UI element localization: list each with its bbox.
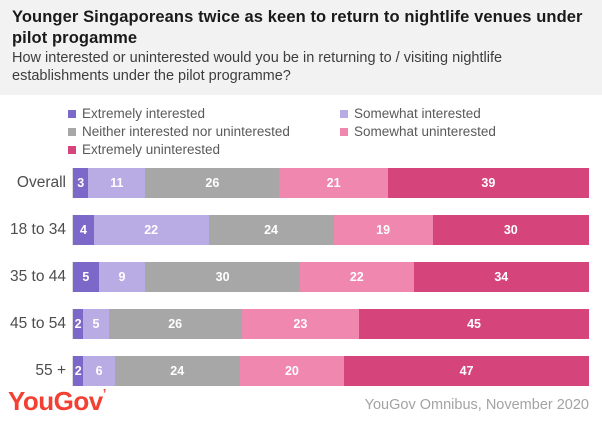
category-label: Overall xyxy=(16,173,66,191)
bar-segment: 21 xyxy=(279,167,388,198)
bar-segment: 22 xyxy=(93,214,209,245)
chart-title: Younger Singaporeans twice as keen to re… xyxy=(12,8,583,47)
legend-label: Somewhat interested xyxy=(354,106,481,121)
bar-value-label: 23 xyxy=(293,316,308,331)
bar-segment: 26 xyxy=(145,167,280,198)
bar-value-label: 45 xyxy=(467,316,481,331)
bar-value-label: 39 xyxy=(481,175,496,190)
legend-label: Extremely interested xyxy=(82,106,206,121)
bar-segment: 47 xyxy=(344,355,589,386)
bar-segment: 23 xyxy=(241,308,360,339)
bar-value-label: 20 xyxy=(284,363,299,378)
bar-segment: 39 xyxy=(387,167,589,198)
bar-segment: 22 xyxy=(300,261,414,292)
legend-item: Somewhat interested xyxy=(340,106,602,121)
bar-track: 4 22 24 19 30 xyxy=(72,214,589,245)
chart-row: 35 to 44 5 9 30 22 34 xyxy=(0,261,589,292)
category-label: 55 + xyxy=(35,361,66,379)
bar-value-label: 5 xyxy=(92,316,100,331)
chart-footer: YouGov’ YouGov Omnibus, November 2020 xyxy=(0,386,602,422)
bar-segment: 26 xyxy=(108,308,242,339)
chart-row: 45 to 54 2 5 26 23 45 xyxy=(0,308,589,339)
bar-value-label: 22 xyxy=(144,222,159,237)
bar-segment: 30 xyxy=(432,214,589,245)
bar-value-label: 24 xyxy=(264,222,279,237)
bar-track: 3 11 26 21 39 xyxy=(72,167,589,198)
chart-legend: Extremely interested Somewhat interested N… xyxy=(68,105,602,159)
bar-value-label: 4 xyxy=(79,222,87,237)
bar-value-label: 22 xyxy=(349,269,364,284)
bar-segment: 24 xyxy=(114,355,240,386)
bar-segment: 45 xyxy=(359,308,589,339)
bar-segment: 20 xyxy=(239,355,345,386)
legend-item: Extremely interested xyxy=(68,106,340,121)
bar-segment: 34 xyxy=(413,261,589,292)
legend-item: Neither interested nor uninterested xyxy=(68,124,340,139)
bar-value-label: 30 xyxy=(503,222,518,237)
legend-item: Somewhat uninterested xyxy=(340,124,602,139)
bar-value-label: 2 xyxy=(74,363,82,378)
bar-value-label: 26 xyxy=(168,316,183,331)
legend-swatch-icon xyxy=(340,127,348,136)
legend-swatch-icon xyxy=(68,127,76,136)
yougov-logo-text: YouGov xyxy=(8,385,103,416)
chart-header: Younger Singaporeans twice as keen to re… xyxy=(0,0,602,95)
legend-label: Somewhat uninterested xyxy=(354,124,496,139)
bar-segment: 5 xyxy=(73,261,99,292)
bar-value-label: 9 xyxy=(118,269,126,284)
bar-segment: 24 xyxy=(208,214,334,245)
legend-label: Extremely uninterested xyxy=(82,142,221,157)
legend-label: Neither interested nor uninterested xyxy=(82,124,290,139)
category-label: 18 to 34 xyxy=(9,220,66,238)
bar-segment: 30 xyxy=(145,261,301,292)
bar-track: 2 6 24 20 47 xyxy=(72,355,589,386)
bar-segment: 5 xyxy=(83,308,109,339)
source-attribution: YouGov Omnibus, November 2020 xyxy=(364,396,589,413)
bar-value-label: 47 xyxy=(459,363,474,378)
bar-segment: 19 xyxy=(333,214,433,245)
bar-value-label: 26 xyxy=(205,175,220,190)
bar-value-label: 19 xyxy=(376,222,391,237)
bar-track: 2 5 26 23 45 xyxy=(72,308,589,339)
legend-swatch-icon xyxy=(340,109,348,118)
bar-value-label: 3 xyxy=(77,175,85,190)
category-label: 45 to 54 xyxy=(9,314,66,332)
bar-segment: 4 xyxy=(73,214,94,245)
bar-value-label: 24 xyxy=(170,363,185,378)
category-label: 35 to 44 xyxy=(9,267,66,285)
bar-segment: 3 xyxy=(73,167,89,198)
bar-value-label: 11 xyxy=(110,175,124,190)
legend-item: Extremely uninterested xyxy=(68,142,340,157)
chart-subtitle: How interested or uninterested would you… xyxy=(12,50,503,85)
yougov-logo-tick: ’ xyxy=(102,385,107,401)
chart-row: Overall 3 11 26 21 39 xyxy=(0,167,589,198)
chart-row: 55 + 2 6 24 20 47 xyxy=(0,355,589,386)
bar-value-label: 5 xyxy=(82,269,90,284)
chart-row: 18 to 34 4 22 24 19 30 xyxy=(0,214,589,245)
bar-segment: 2 xyxy=(73,355,84,386)
bar-segment: 2 xyxy=(73,308,84,339)
legend-swatch-icon xyxy=(68,145,76,154)
bar-value-label: 2 xyxy=(74,316,82,331)
legend-swatch-icon xyxy=(68,109,76,118)
bar-segment: 9 xyxy=(98,261,146,292)
bar-track: 5 9 30 22 34 xyxy=(72,261,589,292)
yougov-logo: YouGov’ xyxy=(8,386,106,417)
chart: Overall 3 11 26 21 39 18 to 34 4 22 24 19 30 35 to 4… xyxy=(0,167,602,386)
bar-segment: 6 xyxy=(83,355,115,386)
bar-value-label: 30 xyxy=(215,269,230,284)
bar-value-label: 6 xyxy=(95,363,103,378)
bar-value-label: 34 xyxy=(494,269,509,284)
bar-value-label: 21 xyxy=(326,175,341,190)
bar-segment: 11 xyxy=(88,167,146,198)
